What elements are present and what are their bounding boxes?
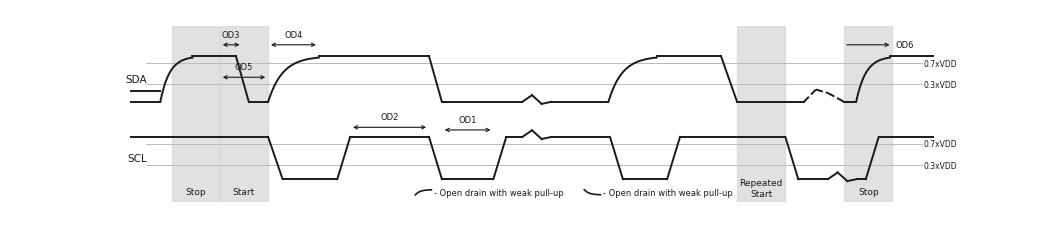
Text: Repeated
Start: Repeated Start (739, 178, 783, 198)
Bar (737, 27, 786, 202)
Text: OD5: OD5 (235, 63, 253, 72)
Bar (220, 27, 268, 202)
Text: SDA: SDA (126, 75, 147, 85)
Text: - Open drain with weak pull-up: - Open drain with weak pull-up (603, 188, 733, 197)
Text: 0.7xVDD: 0.7xVDD (924, 59, 957, 68)
Text: OD3: OD3 (222, 30, 241, 39)
Text: 0.7xVDD: 0.7xVDD (924, 140, 957, 149)
Text: OD4: OD4 (284, 30, 303, 39)
Text: - Open drain with weak pull-up: - Open drain with weak pull-up (434, 188, 564, 197)
Bar (171, 27, 220, 202)
Text: 0.3xVDD: 0.3xVDD (924, 80, 957, 89)
Text: OD2: OD2 (380, 113, 399, 122)
Bar (844, 27, 893, 202)
Text: 0.3xVDD: 0.3xVDD (924, 161, 957, 170)
Text: SCL: SCL (128, 153, 147, 163)
Text: OD6: OD6 (896, 41, 914, 50)
Text: Stop: Stop (858, 187, 878, 196)
Text: OD1: OD1 (459, 115, 476, 124)
Text: Start: Start (233, 187, 255, 196)
Text: Stop: Stop (186, 187, 206, 196)
